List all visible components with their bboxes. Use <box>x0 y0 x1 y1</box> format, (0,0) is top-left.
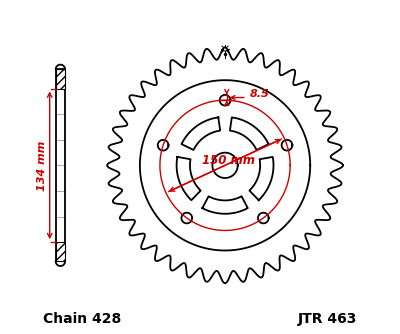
Text: JTR 463: JTR 463 <box>298 312 357 326</box>
Text: Chain 428: Chain 428 <box>43 312 121 326</box>
Text: 8.5: 8.5 <box>250 89 270 99</box>
Text: 134 mm: 134 mm <box>37 140 47 190</box>
Text: 150 mm: 150 mm <box>202 154 255 167</box>
Bar <box>56 69 65 89</box>
Bar <box>56 242 65 261</box>
Bar <box>56 69 65 261</box>
